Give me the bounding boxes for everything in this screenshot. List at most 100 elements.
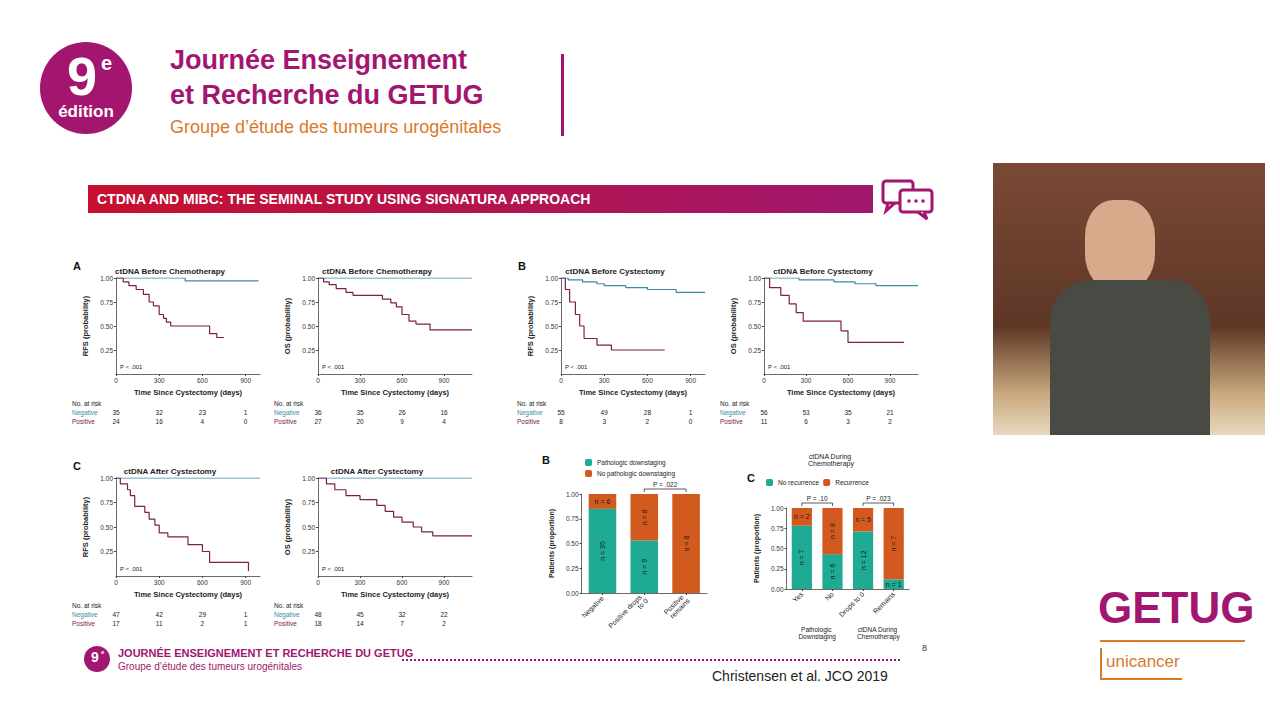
svg-text:P = .022: P = .022: [653, 481, 678, 488]
svg-text:RFS (probability): RFS (probability): [526, 295, 535, 356]
svg-text:Yes: Yes: [791, 590, 804, 603]
svg-text:0: 0: [316, 579, 320, 586]
svg-text:OS (probability): OS (probability): [729, 297, 738, 354]
svg-text:Recurrence: Recurrence: [835, 479, 869, 486]
svg-text:900: 900: [685, 377, 696, 384]
svg-text:n = 1: n = 1: [886, 581, 902, 588]
svg-text:8: 8: [559, 418, 563, 425]
svg-text:remains: remains: [669, 597, 692, 620]
svg-text:2: 2: [646, 418, 650, 425]
svg-text:ctDNA After Cystectomy: ctDNA After Cystectomy: [331, 467, 424, 476]
svg-text:0: 0: [244, 418, 248, 425]
svg-text:900: 900: [885, 377, 896, 384]
svg-text:1.00: 1.00: [748, 275, 761, 282]
svg-text:Chemotherapy: Chemotherapy: [808, 460, 854, 468]
svg-text:No. at risk: No. at risk: [517, 400, 547, 407]
svg-text:600: 600: [397, 579, 408, 586]
svg-text:n = 12: n = 12: [860, 550, 867, 570]
svg-text:4: 4: [201, 418, 205, 425]
svg-text:2: 2: [888, 418, 892, 425]
svg-text:Positive: Positive: [72, 620, 95, 627]
svg-text:7: 7: [400, 620, 404, 627]
svg-text:n = 6: n = 6: [829, 564, 836, 580]
svg-text:P < .001: P < .001: [120, 566, 143, 572]
svg-text:900: 900: [439, 579, 450, 586]
svg-text:Time Since Cystectomy (days): Time Since Cystectomy (days): [341, 590, 450, 599]
svg-text:P < .001: P < .001: [768, 364, 791, 370]
svg-text:B: B: [518, 260, 526, 272]
svg-text:No. at risk: No. at risk: [274, 400, 304, 407]
svg-text:0.50: 0.50: [545, 323, 558, 330]
svg-text:P = .023: P = .023: [866, 495, 891, 502]
svg-text:Negative: Negative: [72, 409, 98, 417]
svg-text:35: 35: [112, 409, 120, 416]
svg-text:300: 300: [154, 579, 165, 586]
svg-text:0.00: 0.00: [566, 590, 579, 597]
svg-text:1.00: 1.00: [100, 475, 113, 482]
svg-text:26: 26: [398, 409, 406, 416]
svg-text:0.50: 0.50: [771, 545, 784, 552]
svg-text:n = 6: n = 6: [595, 498, 611, 505]
svg-text:900: 900: [240, 377, 251, 384]
svg-text:600: 600: [197, 579, 208, 586]
svg-text:0.00: 0.00: [771, 586, 784, 593]
svg-text:P < .001: P < .001: [322, 566, 345, 572]
svg-text:1: 1: [689, 409, 693, 416]
svg-text:300: 300: [599, 377, 610, 384]
svg-text:1.00: 1.00: [545, 275, 558, 282]
svg-text:35: 35: [356, 409, 364, 416]
svg-text:23: 23: [199, 409, 207, 416]
svg-text:300: 300: [355, 377, 366, 384]
svg-text:600: 600: [642, 377, 653, 384]
svg-text:Negative: Negative: [72, 611, 98, 619]
svg-text:n = 8: n = 8: [683, 536, 690, 552]
svg-text:0.75: 0.75: [771, 525, 784, 532]
svg-text:Time Since Cystectomy (days): Time Since Cystectomy (days): [134, 590, 243, 599]
svg-text:0.25: 0.25: [100, 548, 113, 555]
svg-text:21: 21: [886, 409, 894, 416]
svg-text:20: 20: [356, 418, 364, 425]
svg-text:No. at risk: No. at risk: [274, 602, 304, 609]
svg-text:1.00: 1.00: [100, 275, 113, 282]
svg-text:B: B: [542, 454, 550, 466]
svg-text:0.25: 0.25: [302, 548, 315, 555]
svg-text:0: 0: [316, 377, 320, 384]
svg-text:1.00: 1.00: [566, 491, 579, 498]
svg-text:600: 600: [843, 377, 854, 384]
svg-text:Pathologic downstaging: Pathologic downstaging: [597, 459, 666, 467]
svg-text:0: 0: [559, 377, 563, 384]
svg-text:0.50: 0.50: [748, 323, 761, 330]
svg-text:ctDNA Before Chemotherapy: ctDNA Before Chemotherapy: [322, 267, 432, 276]
svg-text:OS (probability): OS (probability): [283, 297, 292, 354]
svg-text:P < .001: P < .001: [565, 364, 588, 370]
svg-text:300: 300: [801, 377, 812, 384]
svg-text:0.25: 0.25: [302, 347, 315, 354]
svg-text:0.75: 0.75: [302, 299, 315, 306]
svg-text:Positive drops: Positive drops: [607, 592, 645, 630]
svg-text:22: 22: [440, 611, 448, 618]
svg-text:Remains: Remains: [872, 590, 897, 615]
svg-text:to 0: to 0: [636, 597, 649, 610]
svg-text:35: 35: [844, 409, 852, 416]
svg-text:0.75: 0.75: [748, 299, 761, 306]
svg-text:47: 47: [112, 611, 120, 618]
svg-text:2: 2: [201, 620, 205, 627]
svg-text:Chemotherapy: Chemotherapy: [857, 633, 900, 641]
svg-text:Patients (proportion): Patients (proportion): [548, 509, 556, 578]
svg-text:ctDNA Before Cystectomy: ctDNA Before Cystectomy: [565, 267, 665, 276]
svg-text:32: 32: [398, 611, 406, 618]
svg-text:0.50: 0.50: [566, 540, 579, 547]
svg-text:Negative: Negative: [580, 594, 605, 619]
svg-text:n = 2: n = 2: [794, 513, 810, 520]
svg-text:11: 11: [761, 418, 768, 425]
svg-text:900: 900: [240, 579, 251, 586]
svg-text:Negative: Negative: [274, 409, 300, 417]
svg-text:11: 11: [156, 620, 163, 627]
svg-text:14: 14: [356, 620, 364, 627]
svg-text:No pathologic downstaging: No pathologic downstaging: [597, 470, 675, 478]
svg-text:ctDNA Before Chemotherapy: ctDNA Before Chemotherapy: [115, 267, 225, 276]
svg-text:0.75: 0.75: [100, 499, 113, 506]
svg-text:45: 45: [356, 611, 364, 618]
svg-text:No. at risk: No. at risk: [720, 400, 750, 407]
svg-text:n = 5: n = 5: [855, 516, 871, 523]
